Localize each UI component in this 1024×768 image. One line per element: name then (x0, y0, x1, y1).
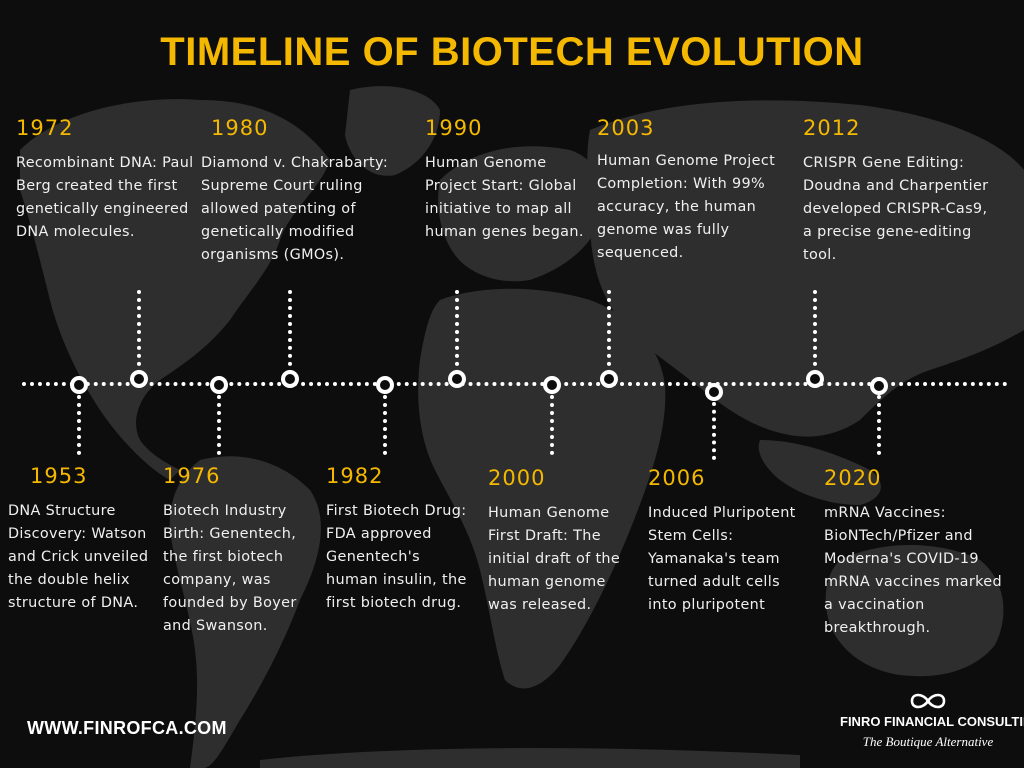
event-description: Human Genome First Draft: The initial dr… (488, 505, 621, 613)
event-2020: 2020 mRNA Vaccines: BioNTech/Pfizer and … (824, 466, 1014, 640)
event-2000: 2000 Human Genome First Draft: The initi… (488, 466, 628, 617)
event-description: Recombinant DNA: Paul Berg created the f… (16, 155, 194, 240)
event-description: Induced Pluripotent Stem Cells: Yamanaka… (648, 505, 796, 613)
event-description: Human Genome Project Start: Global initi… (425, 155, 584, 240)
connector-bottom-1976 (217, 395, 221, 455)
timeline-node-2012 (806, 370, 824, 388)
timeline-node-1953 (70, 376, 88, 394)
event-1990: 1990 Human Genome Project Start: Global … (425, 116, 590, 244)
event-2003: 2003 Human Genome Project Completion: Wi… (597, 116, 782, 265)
event-year: 2006 (648, 466, 706, 490)
asia-shape (587, 100, 1024, 437)
event-description: Biotech Industry Birth: Genentech, the f… (163, 503, 297, 634)
event-description: Diamond v. Chakrabarty: Supreme Court ru… (201, 155, 389, 263)
event-year: 1972 (16, 116, 74, 140)
timeline-node-1980 (281, 370, 299, 388)
australia-shape (825, 545, 1004, 677)
europe-shape (438, 146, 604, 282)
event-1953: 1953 DNA Structure Discovery: Watson and… (8, 464, 164, 615)
greenland-shape (345, 86, 440, 176)
event-year: 1980 (211, 116, 269, 140)
event-year: 1976 (163, 464, 221, 488)
connector-bottom-1982 (383, 395, 387, 455)
brand-block: FINRO FINANCIAL CONSULTING The Boutique … (840, 690, 1024, 750)
connector-bottom-2020 (877, 395, 881, 455)
south-america-shape (169, 456, 321, 768)
africa-shape (418, 288, 666, 689)
event-2006: 2006 Induced Pluripotent Stem Cells: Yam… (648, 466, 808, 617)
brand-name: FINRO FINANCIAL CONSULTING (840, 714, 1024, 729)
event-year: 1953 (30, 464, 88, 488)
connector-top-1972 (137, 290, 141, 374)
event-1976: 1976 Biotech Industry Birth: Genentech, … (163, 464, 318, 638)
timeline-node-1972 (130, 370, 148, 388)
timeline-axis (22, 382, 1008, 386)
timeline-node-2000 (543, 376, 561, 394)
brand-tagline: The Boutique Alternative (862, 734, 994, 749)
timeline-node-2020 (870, 377, 888, 395)
event-year: 2003 (597, 116, 655, 140)
event-description: CRISPR Gene Editing: Doudna and Charpent… (803, 155, 989, 263)
connector-top-2012 (813, 290, 817, 374)
infinity-icon (910, 693, 946, 709)
event-description: Human Genome Project Completion: With 99… (597, 153, 776, 261)
event-year: 1982 (326, 464, 384, 488)
event-1972: 1972 Recombinant DNA: Paul Berg created … (16, 116, 194, 244)
connector-bottom-2006 (712, 402, 716, 460)
connector-bottom-2000 (550, 395, 554, 455)
connector-bottom-1953 (77, 395, 81, 455)
timeline-node-1982 (376, 376, 394, 394)
event-description: First Biotech Drug: FDA approved Genente… (326, 503, 467, 611)
event-description: mRNA Vaccines: BioNTech/Pfizer and Moder… (824, 505, 1002, 636)
event-1980: 1980 Diamond v. Chakrabarty: Supreme Cou… (201, 116, 413, 267)
event-year: 2020 (824, 466, 882, 490)
event-2012: 2012 CRISPR Gene Editing: Doudna and Cha… (803, 116, 998, 267)
antarctica-shape (260, 748, 800, 768)
timeline-node-2006 (705, 383, 723, 401)
event-1982: 1982 First Biotech Drug: FDA approved Ge… (326, 464, 476, 615)
event-year: 2012 (803, 116, 861, 140)
timeline-node-2003 (600, 370, 618, 388)
connector-top-2003 (607, 290, 611, 374)
timeline-node-1976 (210, 376, 228, 394)
website-url: WWW.FINROFCA.COM (27, 718, 227, 738)
event-description: DNA Structure Discovery: Watson and Cric… (8, 503, 149, 611)
event-year: 2000 (488, 466, 546, 490)
timeline-node-1990 (448, 370, 466, 388)
connector-top-1980 (288, 290, 292, 374)
connector-top-1990 (455, 290, 459, 374)
event-year: 1990 (425, 116, 483, 140)
page-title: TIMELINE OF BIOTECH EVOLUTION (160, 30, 864, 74)
southeast-asia-shape (758, 440, 881, 505)
